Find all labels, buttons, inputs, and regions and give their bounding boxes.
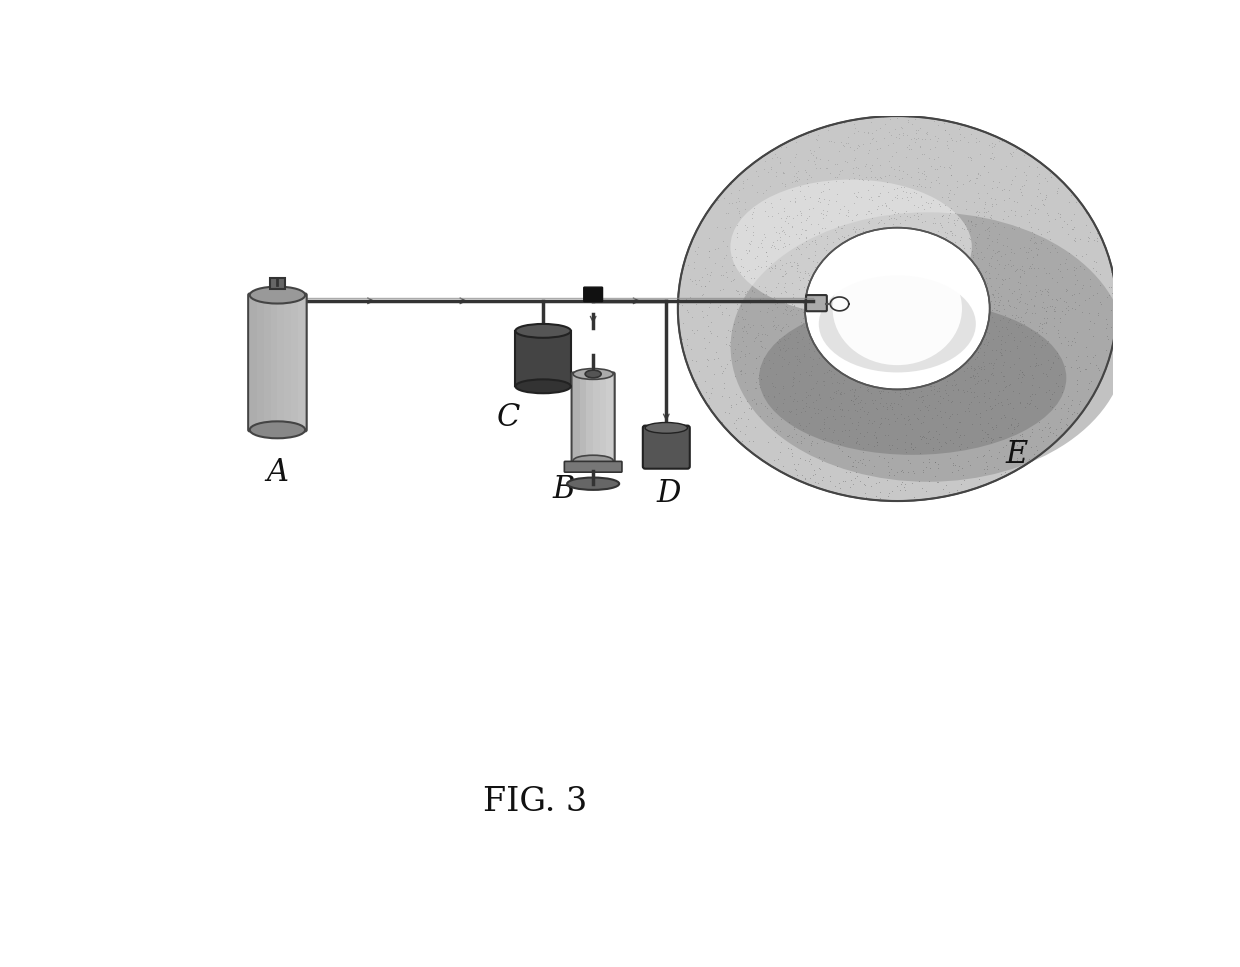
FancyBboxPatch shape bbox=[248, 294, 306, 431]
Ellipse shape bbox=[759, 301, 1066, 454]
Ellipse shape bbox=[585, 370, 601, 378]
Text: A: A bbox=[267, 456, 289, 487]
Text: D: D bbox=[656, 478, 681, 509]
Bar bbox=[606, 374, 613, 460]
Text: FIG. 3: FIG. 3 bbox=[484, 786, 588, 818]
Bar bbox=[600, 374, 606, 460]
Bar bbox=[284, 295, 291, 429]
Ellipse shape bbox=[645, 423, 687, 433]
Ellipse shape bbox=[805, 227, 990, 390]
Ellipse shape bbox=[573, 455, 613, 466]
Ellipse shape bbox=[573, 368, 613, 379]
Bar bbox=[291, 295, 299, 429]
Ellipse shape bbox=[567, 478, 619, 490]
FancyBboxPatch shape bbox=[806, 295, 827, 311]
Bar bbox=[264, 295, 270, 429]
Bar bbox=[573, 374, 580, 460]
Ellipse shape bbox=[249, 286, 305, 304]
Bar bbox=[278, 295, 284, 429]
FancyBboxPatch shape bbox=[642, 425, 689, 469]
Bar bbox=[270, 278, 285, 289]
Ellipse shape bbox=[832, 252, 962, 366]
Bar bbox=[257, 295, 264, 429]
Bar bbox=[270, 295, 278, 429]
FancyBboxPatch shape bbox=[584, 287, 603, 302]
Ellipse shape bbox=[516, 324, 570, 337]
Ellipse shape bbox=[818, 276, 976, 372]
Ellipse shape bbox=[678, 116, 1117, 501]
Bar bbox=[593, 374, 600, 460]
Bar bbox=[580, 374, 587, 460]
FancyBboxPatch shape bbox=[564, 461, 622, 472]
Ellipse shape bbox=[730, 180, 972, 314]
Bar bbox=[249, 295, 257, 429]
Bar bbox=[516, 331, 570, 386]
Ellipse shape bbox=[516, 379, 570, 394]
Text: B: B bbox=[553, 474, 575, 505]
Ellipse shape bbox=[249, 422, 305, 438]
Bar bbox=[299, 295, 305, 429]
Ellipse shape bbox=[730, 213, 1126, 482]
Text: E: E bbox=[1006, 439, 1028, 470]
Bar bbox=[587, 374, 593, 460]
Text: C: C bbox=[497, 401, 520, 432]
FancyBboxPatch shape bbox=[572, 372, 615, 462]
